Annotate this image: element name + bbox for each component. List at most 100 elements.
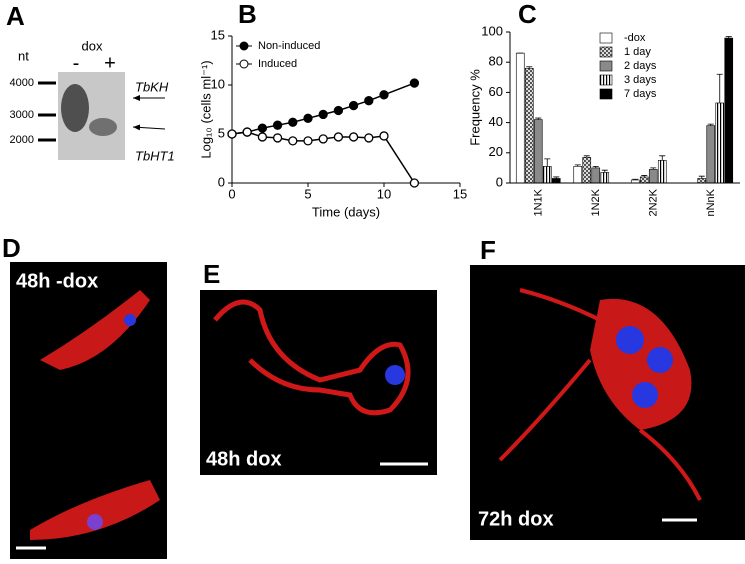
error-bar — [544, 158, 551, 167]
point — [333, 105, 344, 116]
y-tick-label: 15 — [211, 27, 225, 42]
marker-label: 3000 — [10, 109, 34, 121]
point — [318, 134, 328, 144]
y-axis-label: Frequency % — [467, 69, 482, 146]
point — [303, 113, 313, 123]
lane-label: + — [104, 52, 116, 74]
cell — [590, 298, 692, 430]
band-label: TbKH — [135, 79, 169, 94]
marker-label: 4000 — [10, 77, 34, 89]
blot-band — [89, 118, 117, 136]
bar — [582, 157, 592, 184]
error-bar — [698, 175, 705, 179]
y-tick-label: 60 — [489, 84, 503, 99]
point — [409, 178, 420, 188]
cell — [30, 290, 160, 540]
legend-swatch — [599, 32, 613, 44]
band-label: TbHT1 — [135, 148, 175, 163]
point — [318, 109, 328, 120]
point — [364, 133, 374, 143]
panel-label: D — [2, 233, 21, 263]
bar — [515, 52, 525, 184]
error-bar — [535, 117, 542, 120]
point — [333, 132, 344, 142]
y-tick-label: 100 — [481, 23, 503, 38]
caption: 72h dox — [478, 508, 554, 530]
panel-label: B — [238, 0, 257, 29]
point — [348, 100, 359, 111]
legend-label: 1 day — [624, 46, 651, 58]
x-axis-label: Time (days) — [312, 204, 380, 219]
y-tick-label: 10 — [211, 76, 225, 91]
y-axis-label: Log₁₀ (cells ml⁻¹) — [198, 60, 213, 158]
x-tick-label: 5 — [304, 186, 311, 201]
legend-swatch — [599, 88, 613, 100]
error-bar — [725, 36, 732, 39]
caption: 48h dox — [206, 448, 282, 470]
legend-marker — [239, 41, 249, 51]
bar — [600, 172, 610, 184]
point — [379, 90, 389, 100]
panel-label: E — [203, 259, 220, 289]
bar — [715, 102, 725, 184]
point — [348, 132, 359, 142]
point — [257, 132, 268, 142]
bar — [551, 178, 561, 184]
point — [257, 123, 268, 133]
y-tick-label: 0 — [496, 174, 503, 189]
lane-label: - — [73, 52, 80, 74]
x-tick-label: 2N2K — [648, 188, 660, 216]
legend-label: Non-induced — [258, 40, 320, 52]
arrow — [132, 124, 166, 131]
bar — [591, 167, 601, 184]
legend-swatch — [599, 74, 613, 86]
bar — [573, 166, 583, 184]
point — [227, 129, 237, 139]
error-bar — [632, 178, 639, 180]
bar — [533, 119, 543, 184]
error-bar — [659, 155, 666, 161]
nucleus — [385, 365, 405, 385]
error-bar — [601, 169, 608, 173]
error-bar — [526, 66, 533, 69]
point — [288, 117, 298, 127]
panel-label: A — [6, 1, 25, 31]
panel-label: C — [518, 0, 537, 29]
x-tick-label: 10 — [377, 186, 391, 201]
legend-label: -dox — [624, 32, 646, 44]
error-bar — [583, 155, 590, 158]
x-tick-label: nNnK — [705, 188, 717, 216]
nucleus — [647, 347, 673, 373]
error-bar — [574, 164, 581, 167]
point — [364, 96, 374, 106]
marker-label: 2000 — [10, 134, 34, 146]
x-tick-label: 15 — [453, 186, 467, 201]
y-tick-label: 20 — [489, 144, 503, 159]
blot-band — [61, 84, 89, 132]
nucleus — [124, 314, 136, 326]
legend-label: Induced — [258, 58, 297, 70]
bar — [648, 169, 658, 184]
legend-label: 2 days — [624, 60, 657, 72]
bar — [639, 176, 649, 184]
y-tick-label: 5 — [218, 125, 225, 140]
cell — [213, 299, 411, 416]
legend-swatch — [599, 60, 613, 72]
error-bar — [716, 73, 723, 103]
nucleus — [87, 514, 103, 530]
point — [409, 78, 420, 88]
error-bar — [592, 165, 599, 168]
error-bar — [641, 175, 648, 177]
x-tick-label: 1N2K — [590, 188, 602, 216]
bar — [542, 166, 552, 184]
legend-swatch — [599, 46, 613, 58]
axis — [509, 32, 740, 184]
flagellum — [498, 288, 702, 501]
error-bar — [707, 123, 714, 126]
y-tick-label: 0 — [218, 174, 225, 189]
x-tick-label: 1N1K — [533, 188, 545, 216]
x-tick-label: 0 — [228, 186, 235, 201]
y-tick-label: 40 — [489, 114, 503, 129]
caption: 48h -dox — [16, 270, 98, 292]
